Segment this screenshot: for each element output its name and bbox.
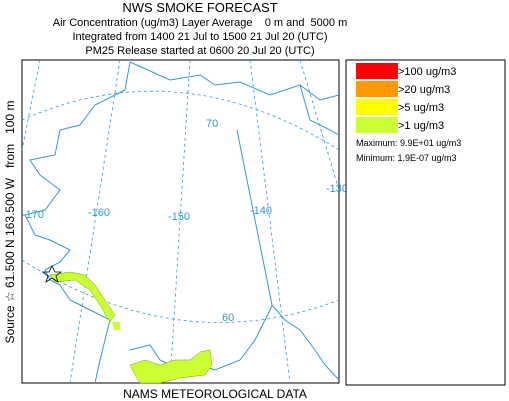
legend: >100 ug/m3 >20 ug/m3 >5 ug/m3 >1 ug/m3 Maxi… — [345, 59, 506, 386]
map-label: 60 — [222, 312, 234, 324]
legend-swatch — [356, 81, 398, 97]
source-marker — [41, 265, 63, 283]
subtitle: Air Concentration (ug/m3) Layer Average … — [53, 17, 348, 29]
subtitle: PM25 Release started at 0600 20 Jul 20 (… — [85, 45, 314, 57]
legend-label: >5 ug/m3 — [398, 102, 444, 114]
map-label: 70 — [206, 118, 218, 130]
map: -170 -160 -150 -140 -130 70 60 — [21, 59, 348, 384]
legend-swatch — [356, 117, 398, 133]
legend-swatch — [356, 63, 398, 79]
legend-maximum: Maximum: 9.9E+01 ug/m3 — [356, 138, 461, 148]
map-label: -150 — [168, 211, 190, 223]
title: NWS SMOKE FORECAST — [122, 0, 277, 15]
legend-label: >20 ug/m3 — [398, 84, 450, 96]
legend-swatch — [356, 99, 398, 115]
plume — [41, 265, 213, 384]
legend-label: >100 ug/m3 — [398, 66, 456, 78]
footer: NAMS METEOROLOGICAL DATA — [123, 387, 307, 401]
map-label: -130 — [326, 183, 348, 195]
legend-minimum: Minimum: 1.9E-07 ug/m3 — [356, 153, 457, 163]
coastline — [24, 61, 340, 384]
source-label: Source ☆ 61.500 N 163.500 W from 100 m — [3, 101, 17, 344]
map-frame — [21, 59, 340, 384]
map-label: -160 — [88, 207, 110, 219]
subtitle: Integrated from 1400 21 Jul to 1500 21 J… — [73, 31, 328, 43]
map-label: -170 — [22, 209, 44, 221]
legend-label: >1 ug/m3 — [398, 120, 444, 132]
map-label: -140 — [250, 205, 272, 217]
